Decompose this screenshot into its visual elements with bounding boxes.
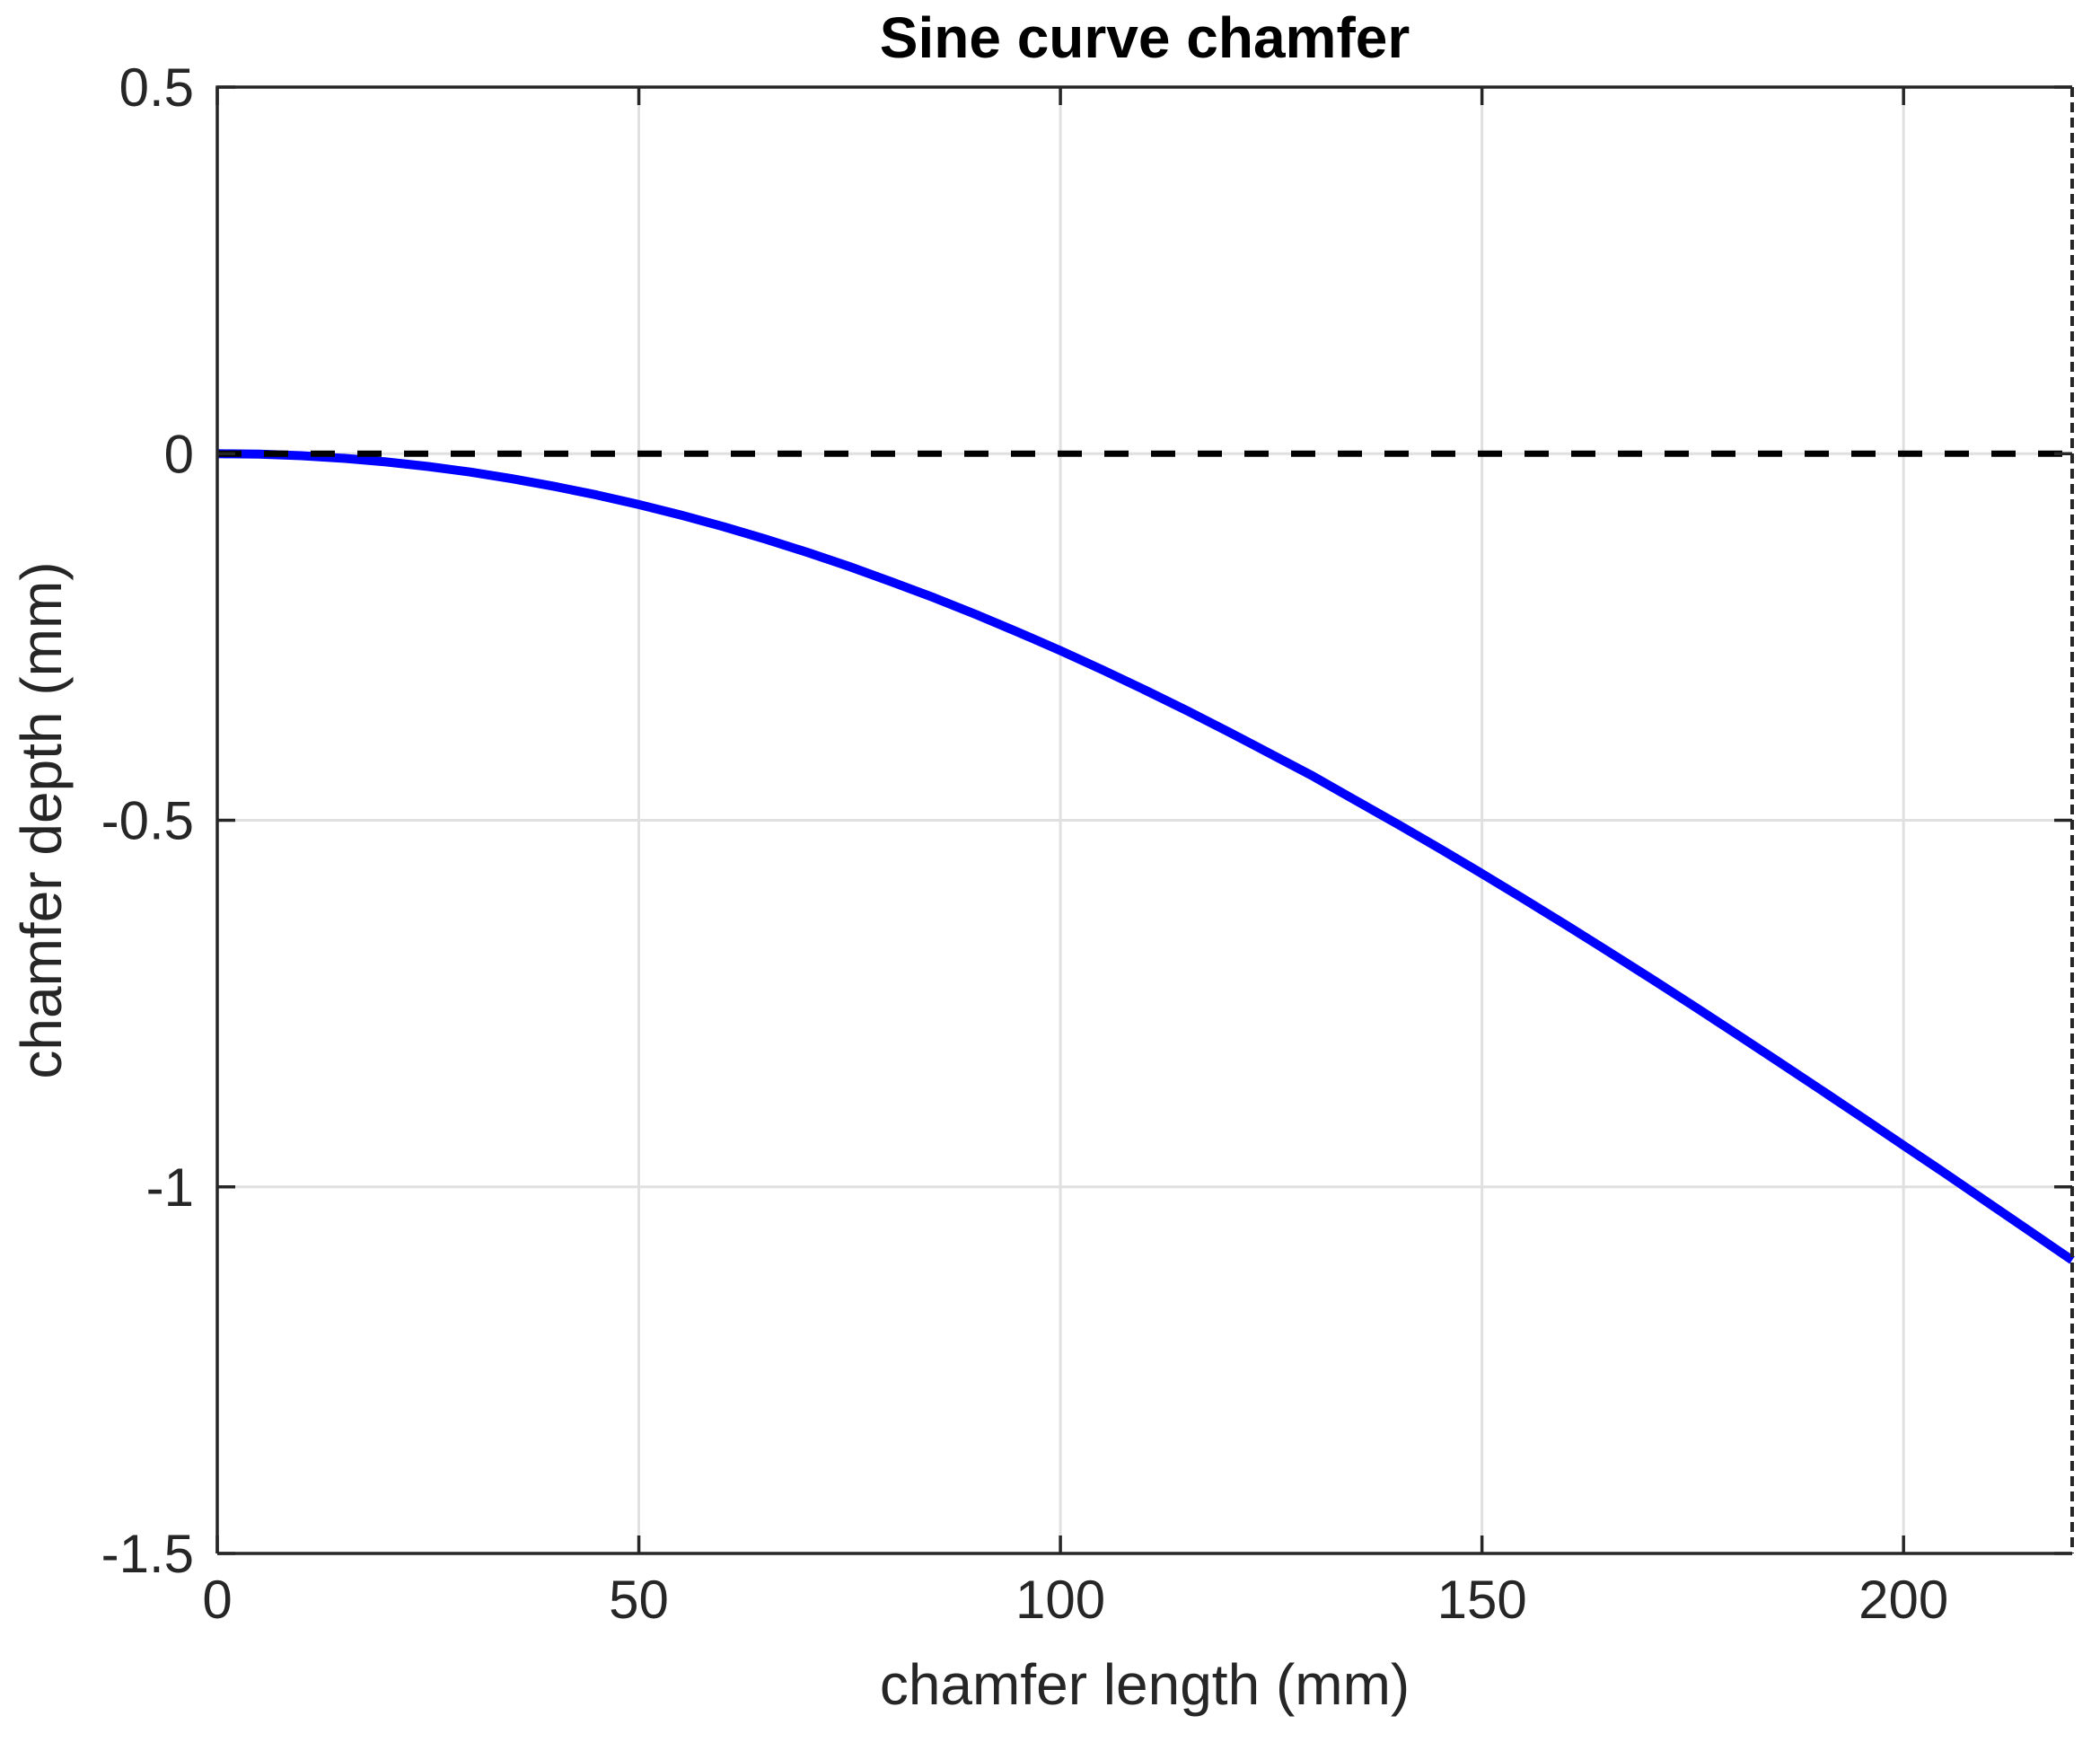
y-axis-label: chamfer depth (mm) bbox=[9, 561, 74, 1079]
x-axis-label: chamfer length (mm) bbox=[879, 1652, 1410, 1717]
x-tick-label-150: 150 bbox=[1437, 1570, 1527, 1630]
y-tick-label-0.5: 0.5 bbox=[119, 57, 194, 118]
y-tick-label--1: -1 bbox=[146, 1157, 194, 1218]
y-tick-label--0.5: -0.5 bbox=[101, 791, 194, 851]
x-tick-label-0: 0 bbox=[202, 1570, 232, 1630]
x-tick-label-200: 200 bbox=[1858, 1570, 1948, 1630]
x-tick-label-100: 100 bbox=[1015, 1570, 1105, 1630]
y-tick-label-0: 0 bbox=[164, 424, 194, 484]
series-chamfer-depth-curve bbox=[216, 449, 2075, 1264]
y-tick-label--1.5: -1.5 bbox=[101, 1524, 194, 1584]
x-tick-label-50: 50 bbox=[609, 1570, 669, 1630]
chart-title: Sine curve chamfer bbox=[879, 5, 1410, 70]
